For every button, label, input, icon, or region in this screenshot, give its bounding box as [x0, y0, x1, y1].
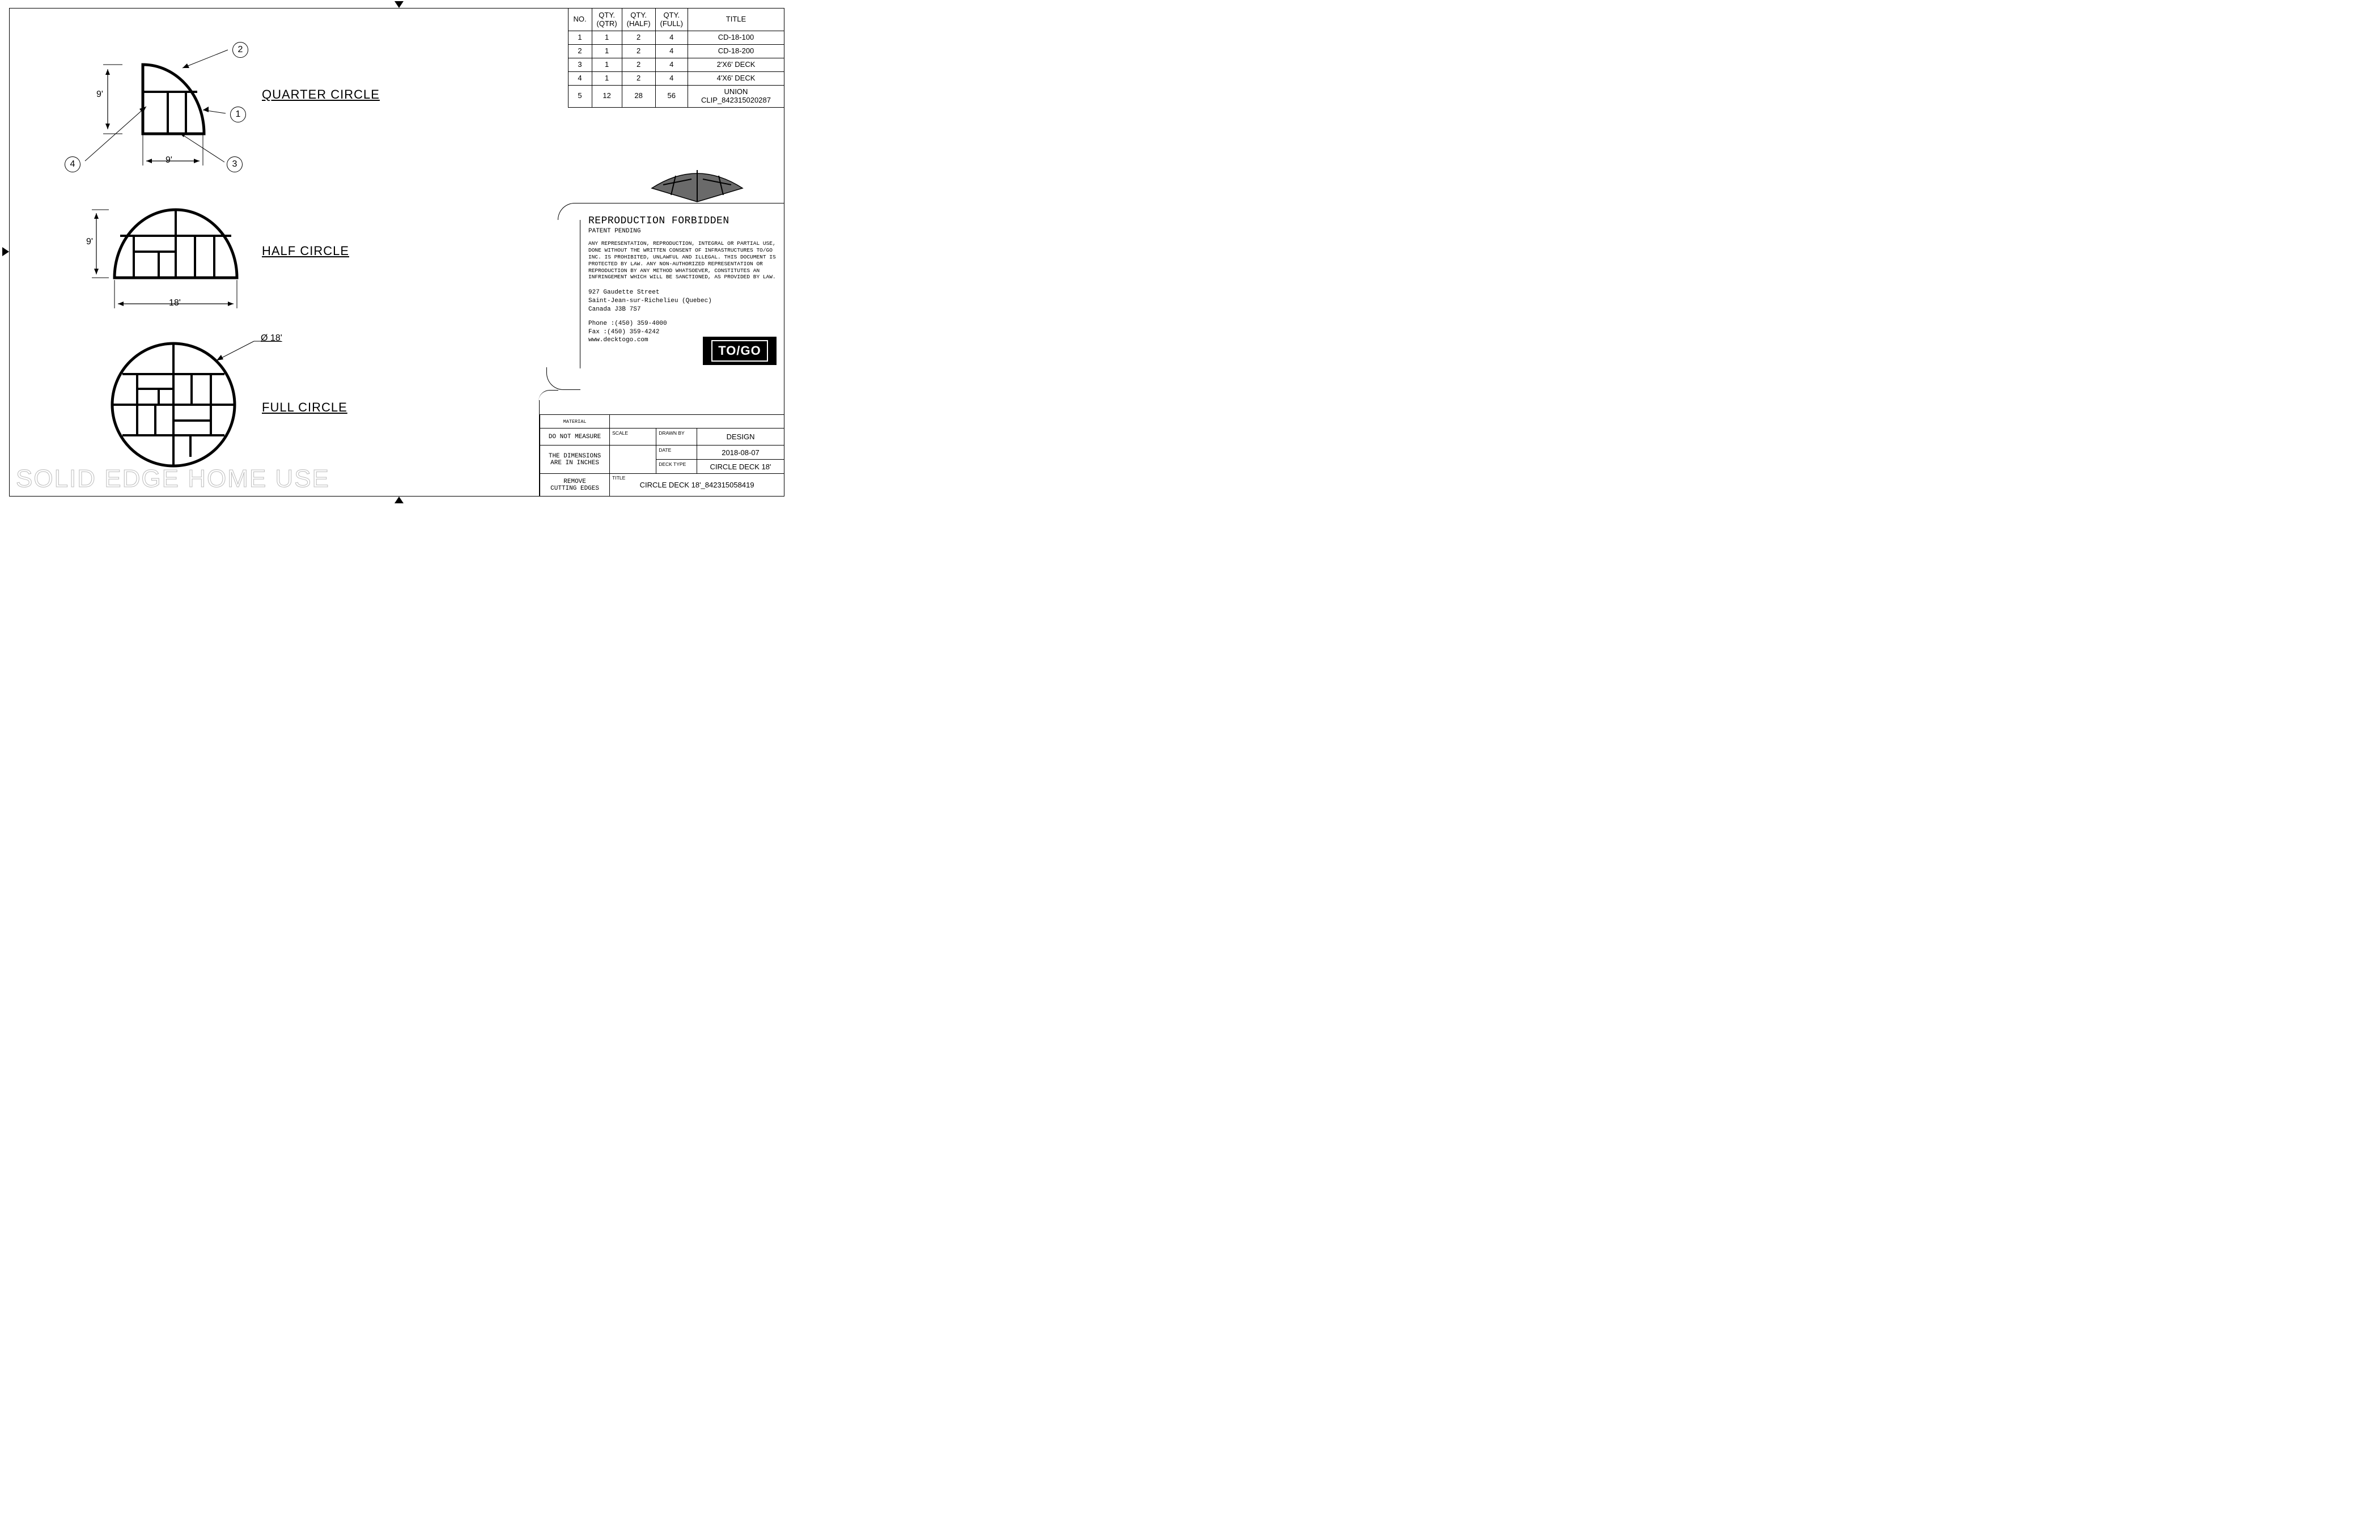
quarter-label: QUARTER CIRCLE	[262, 87, 380, 102]
panel-curve-3	[538, 390, 558, 407]
legal-block: REPRODUCTION FORBIDDEN PATENT PENDING AN…	[580, 210, 784, 353]
bom-h-half: QTY. (HALF)	[622, 9, 655, 31]
legal-paragraph: ANY REPRESENTATION, REPRODUCTION, INTEGR…	[588, 240, 777, 281]
full-diameter: Ø 18'	[261, 333, 282, 343]
balloon-1: 1	[230, 107, 246, 122]
table-row: 2124CD-18-200	[568, 44, 784, 58]
togo-logo: TO/GO	[703, 337, 777, 365]
date: 2018-08-07	[697, 446, 784, 460]
deck-type: CIRCLE DECK 18'	[697, 460, 784, 474]
bom-h-qtr: QTY. (QTR)	[592, 9, 622, 31]
table-row: 31242'X6' DECK	[568, 58, 784, 71]
drawing-title: CIRCLE DECK 18'_842315058419	[612, 475, 782, 489]
full-circle-drawing	[105, 331, 287, 478]
bom-h-no: NO.	[568, 9, 592, 31]
bom-header-row: NO. QTY. (QTR) QTY. (HALF) QTY. (FULL) T…	[568, 9, 784, 31]
full-label: FULL CIRCLE	[262, 400, 347, 415]
tick-bottom	[394, 495, 404, 503]
half-label: HALF CIRCLE	[262, 244, 349, 258]
bom-h-full: QTY. (FULL)	[655, 9, 688, 31]
iso-thumbnail	[640, 153, 754, 207]
legal-address: 927 Gaudette Street Saint-Jean-sur-Riche…	[588, 289, 777, 314]
half-dim-h: 18'	[169, 298, 181, 308]
half-dim-v: 9'	[86, 237, 93, 247]
table-row: 41244'X6' DECK	[568, 71, 784, 85]
quarter-dim-v: 9'	[96, 90, 103, 100]
do-not-measure: DO NOT MEASURE	[540, 429, 610, 446]
tick-top	[394, 1, 404, 9]
bom-h-title: TITLE	[688, 9, 784, 31]
material-lbl: MATERIAL	[563, 419, 587, 425]
table-row: 1124CD-18-100	[568, 31, 784, 45]
legal-subtitle: PATENT PENDING	[588, 228, 777, 235]
table-row: 5122856UNION CLIP_842315020287	[568, 85, 784, 107]
drawn-by: DESIGN	[697, 429, 784, 446]
balloon-2: 2	[232, 42, 248, 58]
title-block: MATERIAL DO NOT MEASURE SCALE DRAWN BY D…	[540, 414, 784, 497]
quarter-dim-h: 9'	[166, 155, 172, 166]
quarter-circle-drawing	[79, 40, 249, 181]
tick-left	[2, 247, 10, 256]
half-circle-drawing	[74, 198, 255, 323]
balloon-3: 3	[227, 156, 243, 172]
balloon-4: 4	[65, 156, 80, 172]
bom-table: NO. QTY. (QTR) QTY. (HALF) QTY. (FULL) T…	[568, 8, 784, 108]
legal-title: REPRODUCTION FORBIDDEN	[588, 215, 777, 227]
